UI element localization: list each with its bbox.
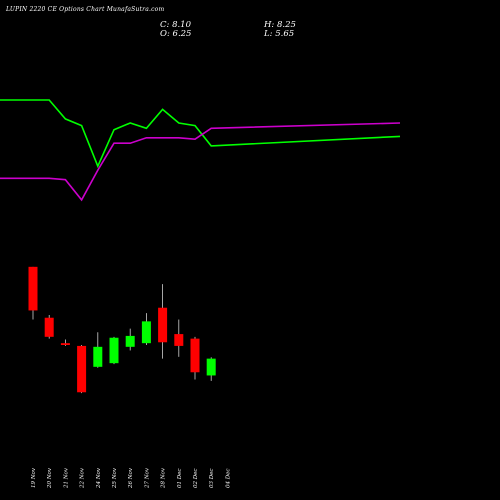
x-tick-label: 25 Nov <box>112 467 118 489</box>
x-tick-label: 02 Dec <box>193 469 199 489</box>
open-value: O: 6.25 <box>160 29 192 39</box>
high-value: H: 8.25 <box>264 20 296 30</box>
candle-body <box>206 358 216 376</box>
candle-body <box>158 307 168 343</box>
x-tick-label: 21 Nov <box>63 467 69 489</box>
close-value: C: 8.10 <box>160 20 191 30</box>
candle-body <box>190 338 200 373</box>
candle-body <box>125 335 135 347</box>
x-tick-label: 28 Nov <box>161 467 167 489</box>
chart-title: LUPIN 2220 CE Options Chart MunafaSutra.… <box>6 6 165 13</box>
x-tick-label: 26 Nov <box>128 467 134 489</box>
candle-body <box>44 317 54 337</box>
x-tick-label: 22 Nov <box>80 467 86 489</box>
candle-body <box>109 337 119 364</box>
candle-body <box>174 334 184 346</box>
x-tick-label: 24 Nov <box>96 467 102 489</box>
x-tick-label: 27 Nov <box>144 467 150 489</box>
candle-body <box>141 321 151 344</box>
candle-body <box>77 345 87 393</box>
candle-body <box>28 266 38 311</box>
x-tick-label: 19 Nov <box>31 467 37 488</box>
x-tick-label: 03 Dec <box>209 469 215 489</box>
indicator-line-2 <box>0 122 401 202</box>
x-tick-label: 04 Dec <box>225 469 231 489</box>
x-tick-label: 20 Nov <box>47 467 53 489</box>
candle-body <box>93 346 103 367</box>
candle-body <box>60 343 70 345</box>
x-tick-label: 01 Dec <box>177 469 183 489</box>
low-value: L: 5.65 <box>264 29 295 39</box>
indicator-line-1 <box>0 99 401 169</box>
